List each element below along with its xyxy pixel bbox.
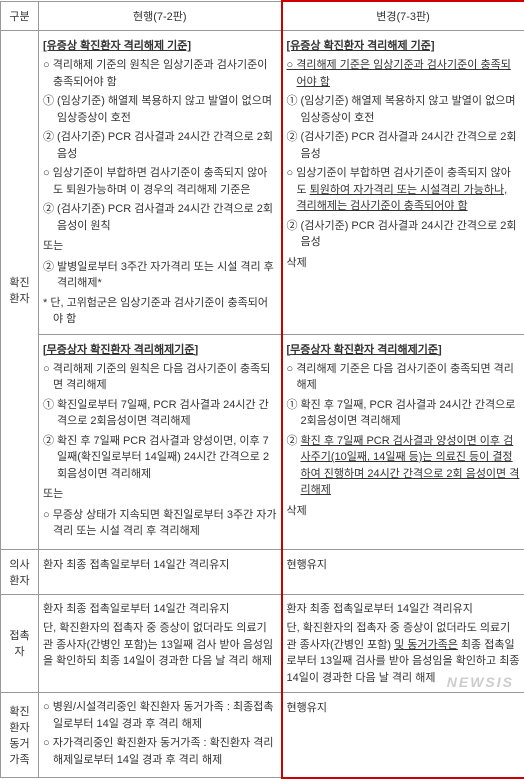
text: 또는 [43, 486, 277, 503]
cell-suspected-current: 환자 최종 접촉일로부터 14일간 격리유지 [39, 549, 282, 594]
deleted-text: 삭제 [287, 255, 520, 272]
cell-family-current: ○ 병원/시설격리중인 확진환자 동거가족 : 최종접촉일로부터 14일 경과 … [39, 693, 282, 778]
text: ① (임상기준) 해열제 복용하지 않고 발열이 없으며 임상증상이 호전 [43, 93, 277, 126]
text: ○ 무증상 상태가 지속되면 확진일로부터 3주간 자가 격리 또는 시설 격리… [43, 507, 277, 540]
text: ○ 격리해제 기준의 원칙은 임상기준과 검사기준이 충족되어야 함 [43, 57, 277, 90]
text: ② (검사기준) PCR 검사결과 24시간 간격으로 2회 음성 [287, 129, 520, 162]
text: ② 확진 후 7일째 PCR 검사결과 양성이면 이후 검사주기(10일째, 1… [287, 433, 520, 499]
text: 환자 최종 접촉일로부터 14일간 격리유지 [43, 601, 277, 618]
watermark: NEWSIS [447, 674, 514, 690]
cell-contact-current: 환자 최종 접촉일로부터 14일간 격리유지 단, 확진환자의 접촉자 중 증상… [39, 594, 282, 693]
text: 또는 [43, 238, 277, 255]
comparison-table: 구분 현행(7-2판) 변경(7-3판) 확진 환자 [유증상 확진환자 격리해… [0, 0, 524, 779]
label-confirmed: 확진 환자 [1, 31, 39, 550]
text: ○ 자가격리중인 확진환자 동거가족 : 확진환자 격리해제일로부터 14일 경… [43, 735, 277, 768]
label-suspected: 의사 환자 [1, 549, 39, 594]
header-changed: 변경(7-3판) [282, 1, 524, 31]
text: ○ 임상기준이 부합하면 검사기준이 충족되지 않아도 퇴원하여 자가격리 또는… [287, 165, 520, 215]
text: ○ 격리해제 기준은 임상기준과 검사기준이 충족되어야 함 [287, 57, 520, 90]
text: ○ 격리해제 기준은 다음 검사기준이 충족되면 격리해제 [287, 361, 520, 394]
cell-suspected-changed: 현행유지 [282, 549, 524, 594]
text: * 단, 고위험군은 임상기준과 검사기준이 충족되어야 함 [43, 295, 277, 328]
header-current: 현행(7-2판) [39, 1, 282, 31]
text: ② 확진 후 7일째 PCR 검사결과 양성이면, 이후 7일째(확진일로부터 … [43, 433, 277, 483]
text: ① 확진일로부터 7일째, PCR 검사결과 24시간 간격으로 2회음성이면 … [43, 397, 277, 430]
text: 환자 최종 접촉일로부터 14일간 격리유지 [287, 601, 520, 618]
title: [무증상자 확진환자 격리해제기준] [43, 341, 198, 357]
text: ② (검사기준) PCR 검사결과 24시간 간격으로 2회 음성 [43, 129, 277, 162]
cell-confirmed-symptomatic-current: [유증상 확진환자 격리해제 기준] ○ 격리해제 기준의 원칙은 임상기준과 … [39, 31, 282, 335]
cell-confirmed-asymptomatic-changed: [무증상자 확진환자 격리해제기준] ○ 격리해제 기준은 다음 검사기준이 충… [282, 334, 524, 549]
label-contact: 접촉자 [1, 594, 39, 693]
text: ① (임상기준) 해열제 복용하지 않고 발열이 없으며 임상증상이 호전 [287, 93, 520, 126]
text: ① 확진 후 7일째, PCR 검사결과 24시간 간격으로 2회음성이면 격리… [287, 397, 520, 430]
header-category: 구분 [1, 1, 39, 31]
text: ○ 격리해제 기준의 원칙은 다음 검사기준이 충족되면 격리해제 [43, 361, 277, 394]
deleted-text: 삭제 [287, 503, 520, 520]
label-family: 확진 환자 동거 가족 [1, 693, 39, 778]
text: ○ 임상기준이 부합하면 검사기준이 충족되지 않아도 퇴원가능하며 이 경우의… [43, 165, 277, 198]
text: ② (검사기준) PCR 검사결과 24시간 간격으로 2회 음성이 원칙 [43, 201, 277, 234]
cell-family-changed: 현행유지 [282, 693, 524, 778]
text: ② (검사기준) PCR 검사결과 24시간 간격으로 2회 음성 [287, 218, 520, 251]
cell-confirmed-asymptomatic-current: [무증상자 확진환자 격리해제기준] ○ 격리해제 기준의 원칙은 다음 검사기… [39, 334, 282, 549]
title: [유증상 확진환자 격리해제 기준] [287, 37, 435, 53]
title: [무증상자 확진환자 격리해제기준] [287, 341, 442, 357]
cell-confirmed-symptomatic-changed: [유증상 확진환자 격리해제 기준] ○ 격리해제 기준은 임상기준과 검사기준… [282, 31, 524, 335]
text: ② 발병일로부터 3주간 자가격리 또는 시설 격리 후 격리해제* [43, 259, 277, 292]
text: 단, 확진환자의 접촉자 중 증상이 없더라도 의료기관 종사자(간병인 포함)… [43, 620, 277, 670]
title: [유증상 확진환자 격리해제 기준] [43, 37, 191, 53]
text: ○ 병원/시설격리중인 확진환자 동거가족 : 최종접촉일로부터 14일 경과 … [43, 699, 277, 732]
